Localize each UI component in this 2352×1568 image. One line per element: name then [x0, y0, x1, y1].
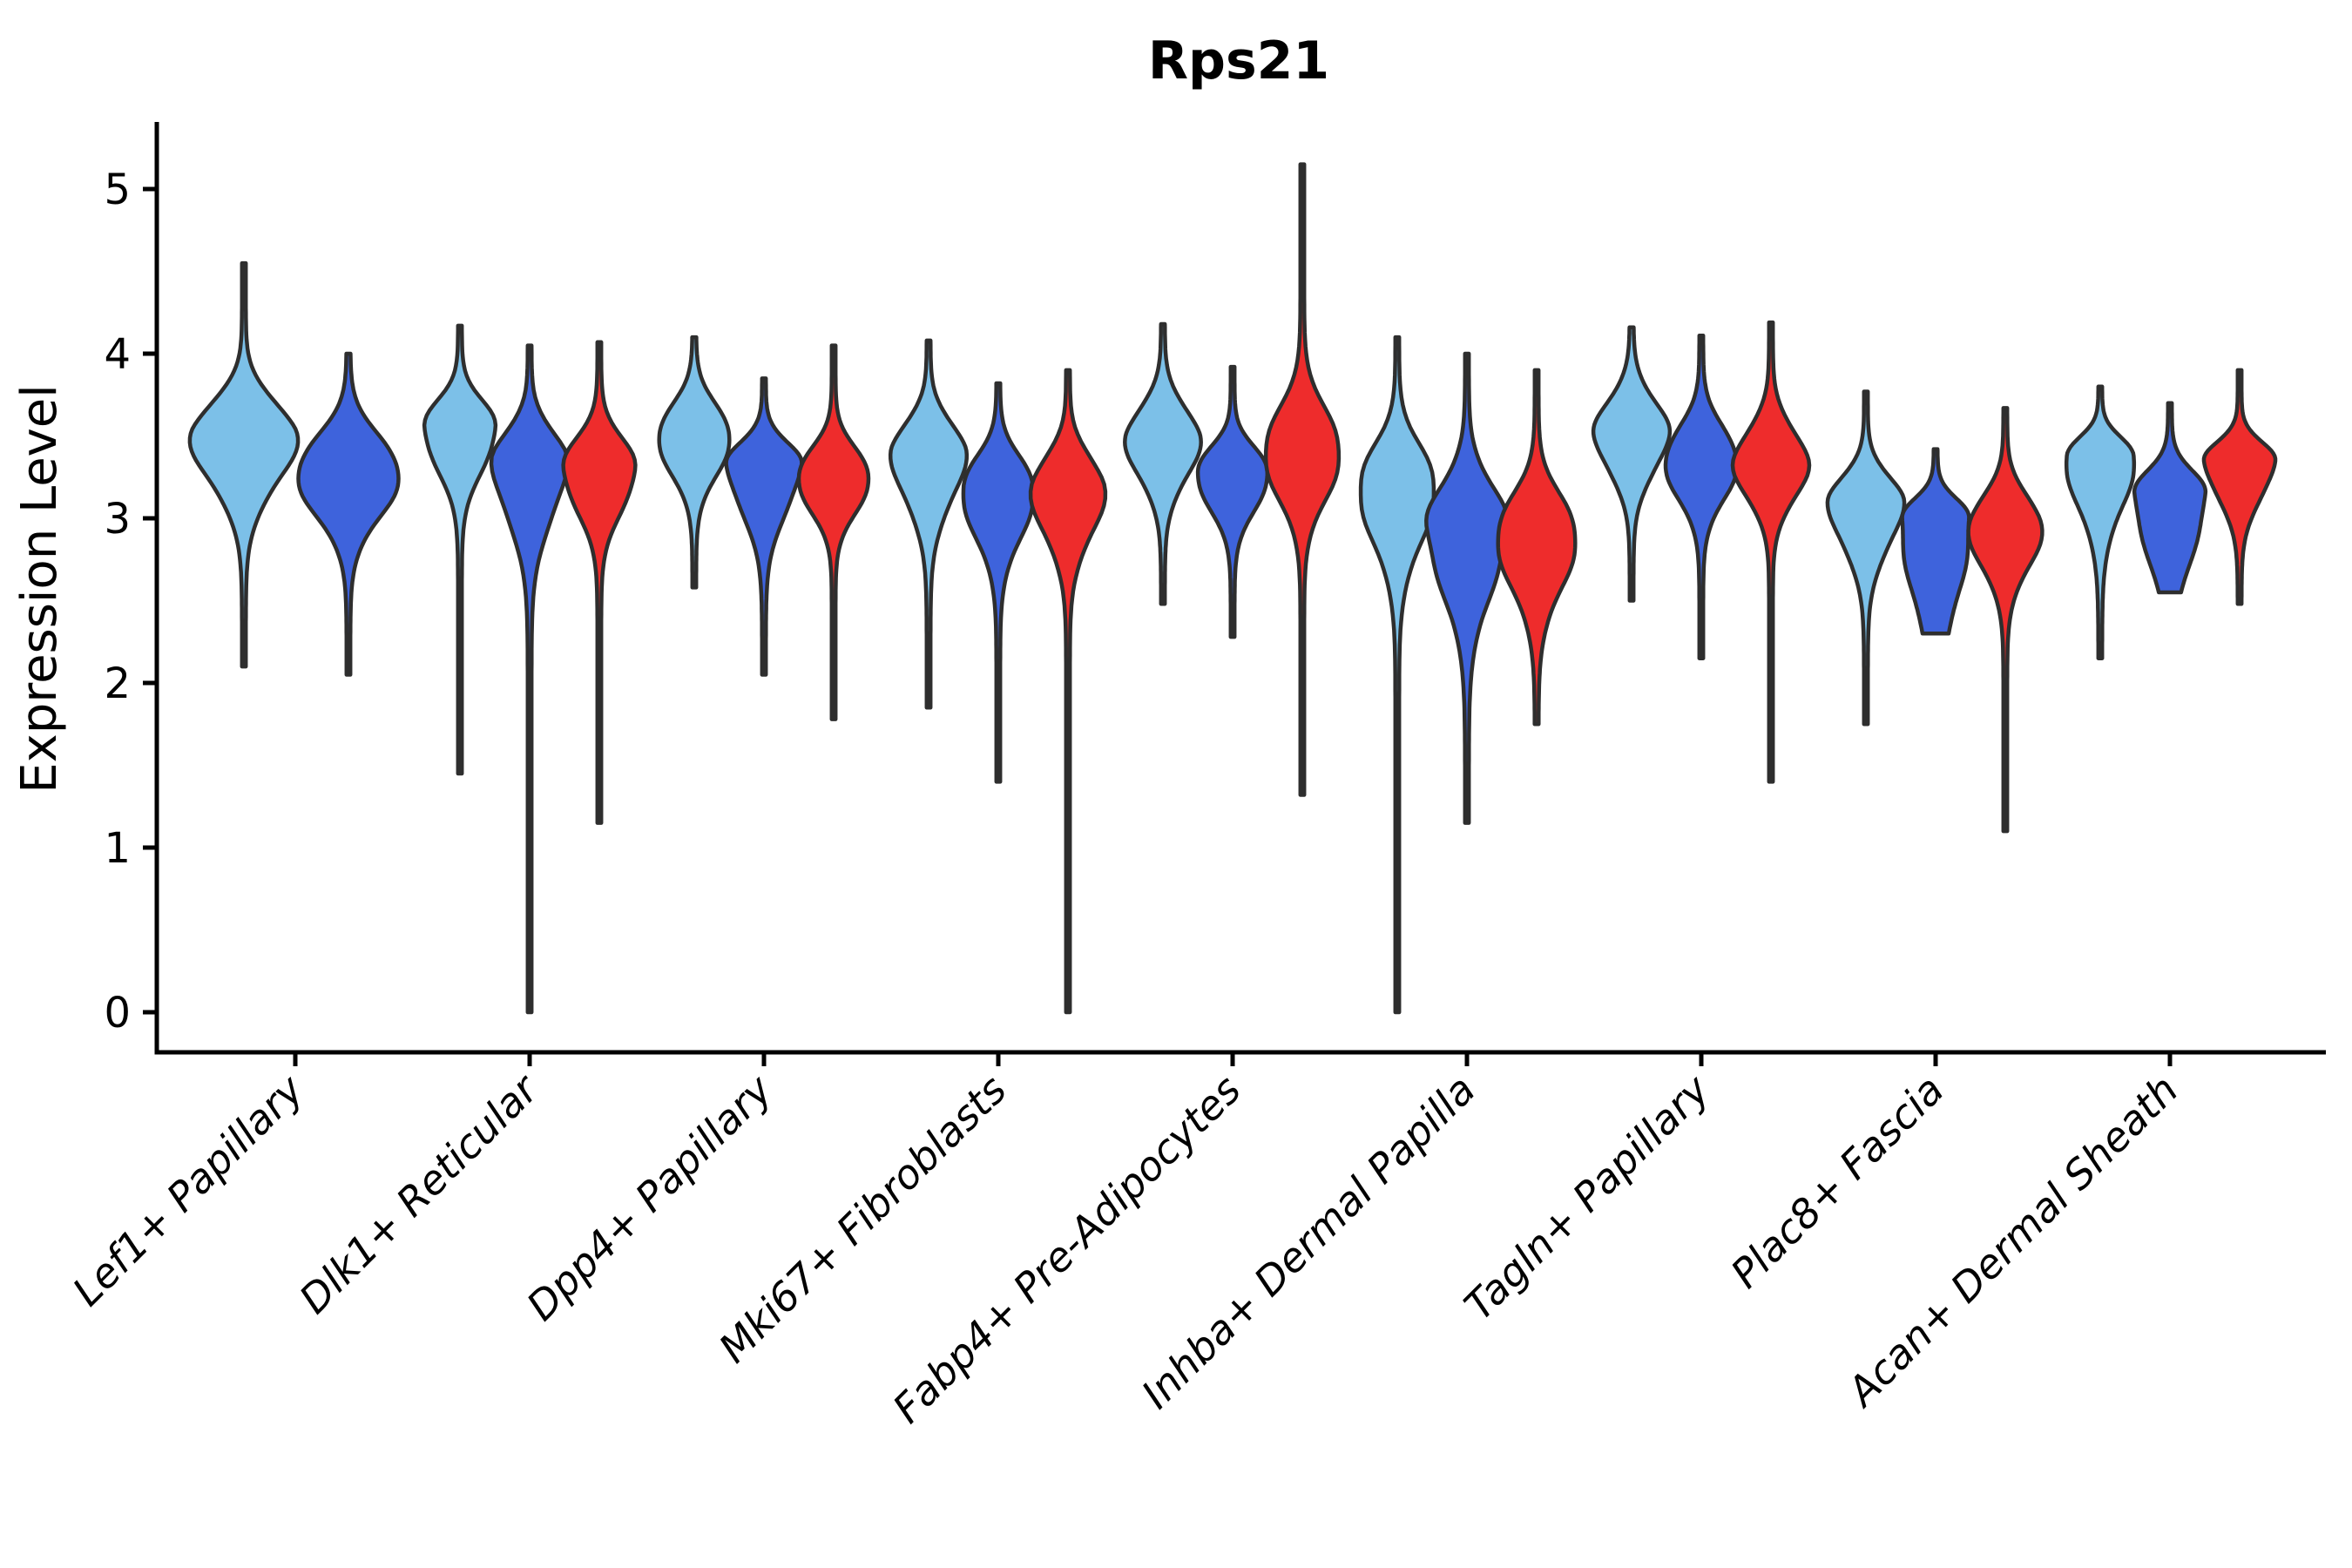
violin-dlk1-reticular-series1: [422, 323, 498, 776]
violin-tagln-papillary-series3: [1730, 320, 1812, 784]
x-tick-label-tagln-papillary: Tagln+ Papillary: [1455, 1065, 1719, 1329]
violin-lef1-papillary-series1: [187, 260, 301, 669]
y-tick-label-5: 5: [104, 166, 131, 214]
violin-tagln-papillary-series1: [1591, 325, 1673, 603]
violin-acan-dermal-sheath-series3: [2201, 368, 2278, 606]
violin-plac8-fascia-series3: [1966, 406, 2044, 834]
violin-fabp4-pre-adipocytes-series1: [1123, 321, 1203, 606]
violin-mki67-fibroblasts-series1: [888, 338, 970, 710]
violin-fabp4-pre-adipocytes-series3: [1263, 162, 1342, 797]
violin-dlk1-reticular-series2: [489, 343, 571, 1015]
violin-inhba-dermal-papilla-series2: [1424, 351, 1510, 825]
chart-title: Rps21: [1148, 30, 1329, 91]
y-tick-label-4: 4: [104, 330, 131, 379]
x-tick-label-plac8-fascia: Plac8+ Fascia: [1721, 1066, 1952, 1297]
violin-plac8-fascia-series2: [1900, 447, 1971, 636]
y-tick-label-1: 1: [104, 824, 131, 873]
y-tick-label-0: 0: [104, 989, 131, 1037]
y-tick-label-2: 2: [104, 659, 131, 708]
violin-dpp4-papillary-series3: [796, 343, 871, 721]
violin-mki67-fibroblasts-series3: [1028, 368, 1108, 1015]
y-tick-label-3: 3: [104, 495, 131, 544]
y-axis-label: Expression Level: [11, 384, 68, 794]
axes: 0 1 2 3 4 5: [104, 122, 2326, 1066]
violin-tagln-papillary-series2: [1663, 333, 1740, 660]
violin-plac8-fascia-series1: [1825, 389, 1907, 727]
violin-acan-dermal-sheath-series2: [2132, 401, 2208, 595]
violin-acan-dermal-sheath-series1: [2064, 384, 2137, 660]
violin-dlk1-reticular-series3: [561, 340, 638, 825]
violin-fabp4-pre-adipocytes-series2: [1195, 364, 1270, 639]
violin-inhba-dermal-papilla-series1: [1358, 335, 1436, 1015]
violin-inhba-dermal-papilla-series3: [1496, 368, 1578, 727]
violin-mki67-fibroblasts-series2: [961, 381, 1036, 784]
violin-lef1-papillary-series2: [296, 351, 401, 677]
x-tick-label-dpp4-papillary: Dpp4+ Papillary: [517, 1065, 781, 1329]
x-tick-label-dlk1-reticular: Dlk1+ Reticular: [290, 1064, 549, 1322]
x-tick-label-lef1-papillary: Lef1+ Papillary: [64, 1065, 313, 1315]
violin-dpp4-papillary-series1: [657, 335, 732, 590]
violins: [187, 162, 2278, 1015]
violin-dpp4-papillary-series2: [724, 376, 804, 677]
